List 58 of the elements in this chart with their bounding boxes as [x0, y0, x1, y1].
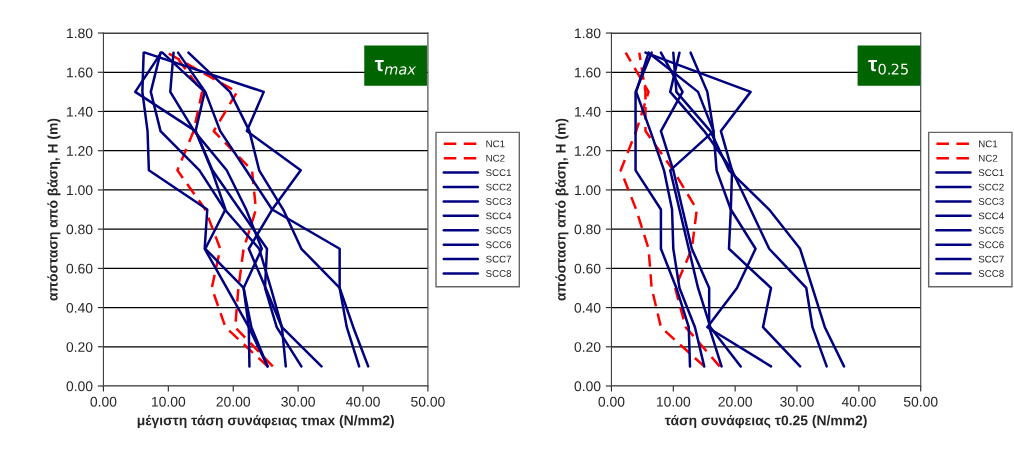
y-tick-label: 1.40	[575, 106, 601, 117]
x-tick-label: 40.00	[841, 396, 876, 407]
x-axis-title: μέγιστη τάση συνάφειας τmax (N/mm2)	[137, 414, 394, 429]
y-tick-label: 1.00	[575, 185, 601, 196]
x-tick-label: 0.00	[90, 396, 117, 407]
y-tick-label: 0.60	[574, 263, 601, 274]
legend-label: NC1	[979, 140, 998, 148]
x-tick-label: 0.00	[598, 396, 625, 407]
annotation: τ$_{max}$	[374, 60, 417, 75]
y-tick-label: 0.60	[66, 263, 93, 274]
legend-label: SCC6	[978, 241, 1004, 249]
legend-label: SCC4	[486, 212, 512, 220]
x-tick-label: 30.00	[281, 396, 315, 407]
legend-label: SCC5	[978, 226, 1004, 234]
y-tick-label: 0.00	[66, 381, 93, 392]
y-tick-label: 1.80	[67, 28, 93, 39]
x-tick-label: 20.00	[216, 396, 251, 407]
y-tick-label: 0.40	[574, 302, 601, 313]
y-tick-label: 1.20	[67, 146, 93, 156]
legend-label: SCC7	[978, 255, 1004, 263]
x-tick-label: 50.00	[411, 396, 445, 407]
x-axis-title: τάση συνάφειας τ0.25 (N/mm2)	[664, 414, 867, 429]
legend-label: SCC3	[486, 198, 512, 205]
legend-label: SCC2	[978, 183, 1004, 191]
y-tick-label: 0.00	[574, 381, 601, 392]
legend-label: SCC5	[486, 226, 512, 234]
legend-label: SCC1	[978, 169, 1004, 177]
y-tick-label: 1.40	[67, 106, 93, 117]
x-tick-label: 50.00	[903, 396, 938, 407]
legend-label: SCC3	[978, 198, 1004, 205]
legend-label: SCC1	[486, 169, 512, 177]
legend-label: SCC8	[978, 270, 1004, 277]
annotation: τ$_{0.25}$	[868, 60, 908, 75]
y-tick-label: 1.20	[575, 146, 601, 156]
y-tick-label: 0.20	[66, 342, 93, 352]
y-tick-label: 1.60	[575, 67, 601, 78]
x-tick-label: 30.00	[780, 396, 814, 407]
legend-label: SCC2	[486, 183, 512, 191]
legend-label: NC2	[486, 154, 505, 162]
x-tick-label: 20.00	[718, 396, 752, 407]
legend-label: SCC6	[486, 241, 512, 249]
y-tick-label: 1.00	[67, 185, 93, 196]
legend-label: NC2	[979, 154, 998, 162]
x-tick-label: 10.00	[152, 396, 186, 407]
y-axis-title: απόσταση από βάση, H (m)	[555, 118, 569, 301]
y-tick-label: 1.60	[67, 67, 93, 78]
y-tick-label: 0.80	[66, 224, 93, 235]
legend-label: NC1	[486, 140, 505, 148]
legend-label: SCC8	[486, 270, 512, 277]
x-tick-label: 10.00	[656, 396, 691, 407]
y-tick-label: 1.80	[575, 28, 601, 39]
y-axis-title: απόσταση από βάση, H (m)	[47, 118, 61, 301]
x-tick-label: 40.00	[345, 396, 380, 407]
legend-label: SCC7	[486, 255, 512, 263]
y-tick-label: 0.20	[574, 342, 601, 352]
y-tick-label: 0.80	[574, 224, 601, 235]
legend-label: SCC4	[978, 212, 1004, 220]
y-tick-label: 0.40	[66, 302, 93, 313]
